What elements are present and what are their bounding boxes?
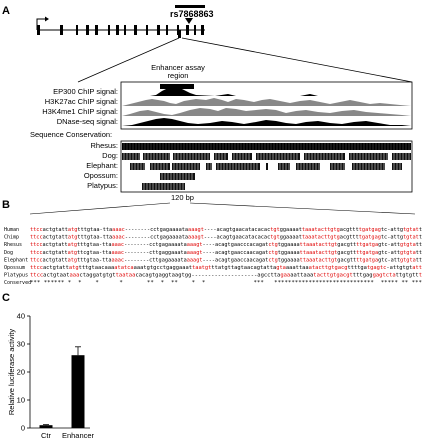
signal-tracks [122,87,411,126]
conservation-block [266,163,268,170]
alignment-species-rhesus: Rhesus [4,242,22,248]
h3k4me1-signal [122,108,411,116]
x-tick-label: Ctr [41,431,52,440]
alignment-sequence: ttccactgtaataaactaggatgtgttaataacacagtga… [30,273,422,279]
sequence-alignment: Human ttccactgtattatgtttgtaa-ttaaaac-----… [4,227,422,286]
bar-ctr [39,425,53,428]
panel-a-label: A [2,5,10,17]
dnase-signal [122,118,411,126]
conservation-title: Sequence Conservation: [30,130,112,139]
alignment-sequence: ttccactgtattatgtttgtaa-ttaaaac--------cc… [30,235,422,241]
alignment-species-platypus: Platypus [4,273,28,279]
h3k27ac-signal [122,98,411,106]
species-label-dog: Dog: [102,151,118,160]
track-label-dnase: DNase-seq signal: [57,117,118,126]
alignment-sequence: *** ****** * * * * ** * ** * * *** *****… [30,280,422,286]
y-tick-label: 10 [17,396,25,405]
panel-c-label: C [2,292,10,304]
y-axis-label: Relative luciferase activity [7,329,16,416]
conservation-block [232,153,252,160]
y-tick-label: 40 [17,312,25,321]
x-tick-label: Enhancer [62,431,95,440]
alignment-sequence: ttccactgtattatgtttgtaa-ttaaaac--------cc… [30,242,422,248]
y-tick-label: 0 [21,424,25,433]
conservation-block [214,153,228,160]
snp-label: rs7868863 [170,9,214,19]
alignment-species-chimp: Chimp [4,235,19,241]
bar-enhancer [71,355,85,428]
alignment-sequence: ttccactgtattatgtttgtaa-ttaaaac--------cc… [30,227,422,233]
track-label-ep300: EP300 ChIP signal: [53,87,118,96]
alignment-sequence: ttccactgtattatgttcgtaa-ttaaaac--------ct… [30,250,422,256]
track-label-h3k4me1: H3K4me1 ChIP signal: [42,107,118,116]
snp-arrow-icon [185,18,193,24]
conservation-block [330,163,345,170]
conservation-box [120,140,413,193]
conservation-block [278,163,290,170]
chip-track-box [120,81,413,130]
enhancer-assay-label: Enhancer assay [151,63,205,72]
conservation-block [160,173,195,180]
enhancer-assay-label-region: region [168,71,189,80]
conservation-block [256,153,300,160]
species-label-elephant: Elephant: [86,161,118,170]
conservation-block [304,153,345,160]
alignment-species-conserved: Conserved [4,280,31,286]
y-tick-label: 20 [17,368,25,377]
ep300-signal [122,87,411,96]
conservation-block [296,163,320,170]
alignment-species-dog: Dog [4,250,13,256]
species-label-rhesus: Rhesus: [90,141,118,150]
species-label-platypus: Platypus: [87,181,118,190]
conservation-block [122,143,411,150]
track-labels: EP300 ChIP signal: H3K27ac ChIP signal: … [42,87,118,126]
conservation-block [122,153,140,160]
conservation-block [173,153,210,160]
conservation-block [352,163,385,170]
conservation-block [349,153,388,160]
conservation-block [142,183,185,190]
scale-label: 120 bp [171,193,194,202]
species-label-opossum: Opossum: [84,171,118,180]
conservation-block [206,163,212,170]
alignment-species-human: Human [4,227,19,233]
conservation-block [143,153,170,160]
alignment-species-elephant: Elephant [4,257,28,263]
alignment-sequence: ttccactgtattatgtttgtaa-ttaaaac--------ct… [30,257,422,263]
panel-b-label: B [2,199,10,211]
conservation-labels: Rhesus: Dog: Elephant: Opossum: Platypus… [84,141,118,190]
snp-region-bar [175,5,205,8]
conservation-tracks [122,143,411,190]
enhancer-region-highlight [160,84,194,89]
conservation-block [216,163,260,170]
alignment-sequence: ttccactgtattatgtttgtaacaaaatatcaaaatgtgc… [30,265,422,271]
gene-model [36,16,205,38]
conservation-block [392,153,411,160]
track-label-h3k27ac: H3K27ac ChIP signal: [45,97,118,106]
conservation-block [130,163,145,170]
alignment-species-opossum: Opossum [4,265,25,271]
conservation-block [150,163,170,170]
y-tick-label: 30 [17,340,25,349]
